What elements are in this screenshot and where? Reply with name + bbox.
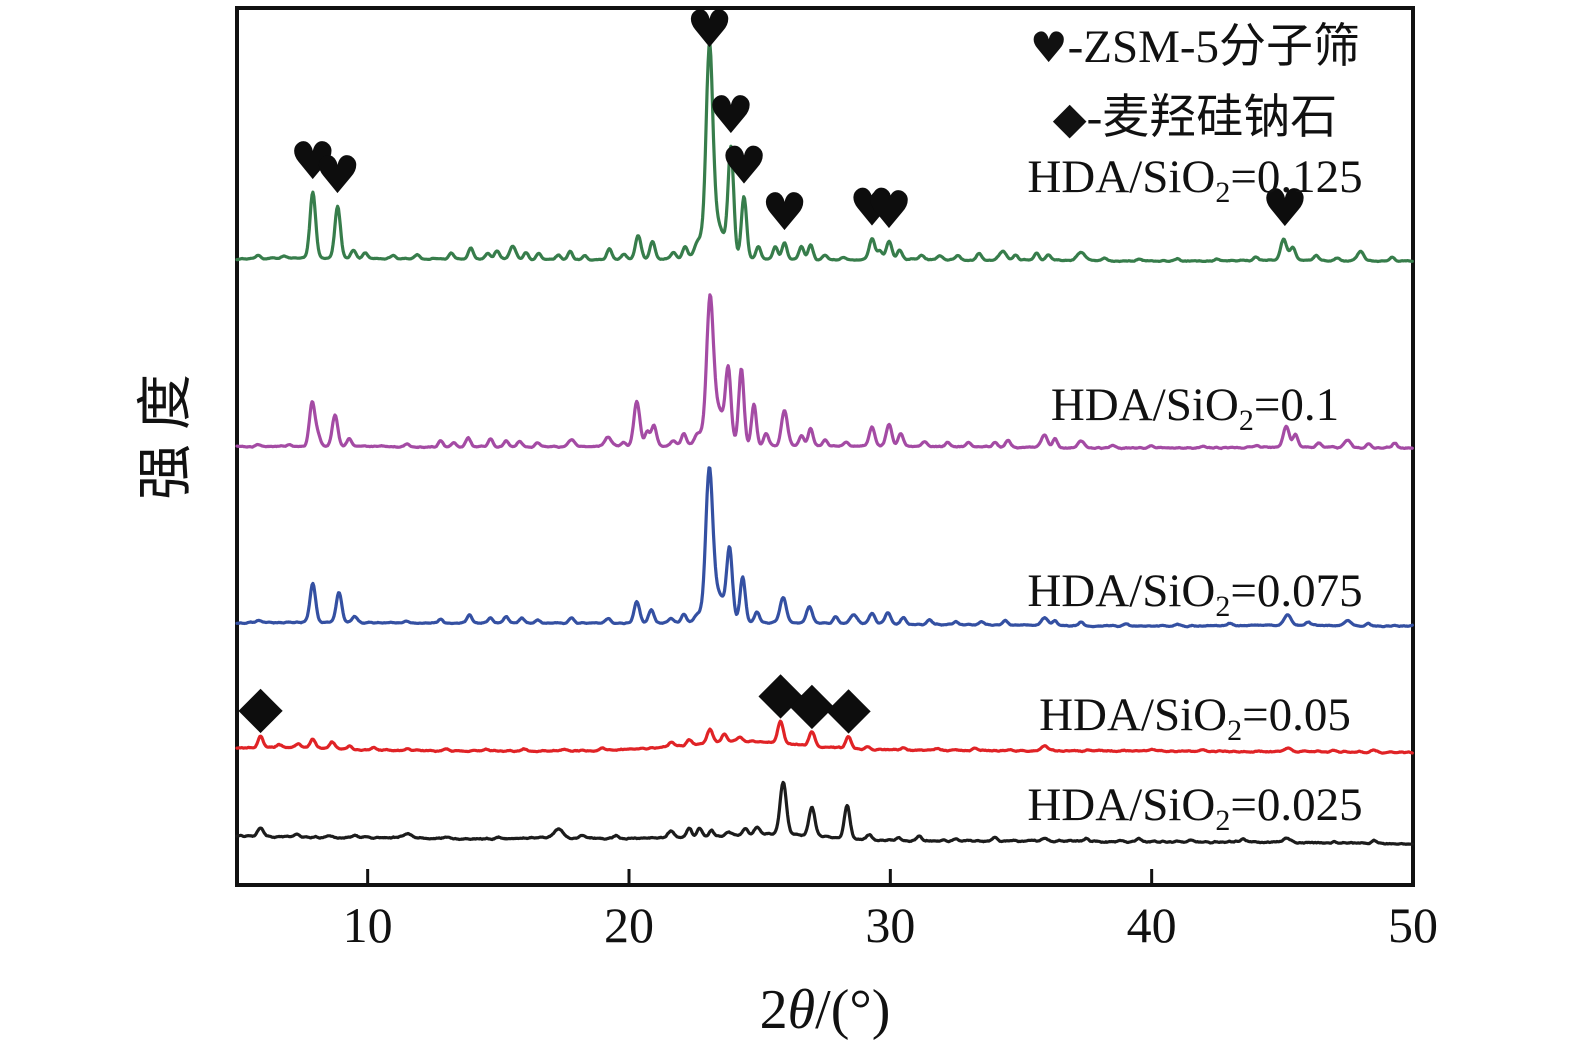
- diamond-marker-27: ◆: [790, 668, 835, 736]
- legend-item-zsm5: ♥-ZSM-5分子筛: [975, 12, 1415, 83]
- legend-item-magadiite: ◆-麦羟硅钠石: [975, 83, 1415, 154]
- heart-marker-25.95: ♥: [761, 183, 808, 243]
- series-label-value: =0.1: [1253, 379, 1340, 431]
- heart-marker-45.1: ♥: [1262, 179, 1309, 239]
- legend-label-magadiite: -麦羟硅钠石: [1086, 92, 1338, 144]
- trace-hda-sio2-0.05: [235, 719, 1414, 755]
- heart-marker-7.9: ♥: [289, 132, 336, 192]
- series-label-subscript: 2: [1215, 804, 1231, 837]
- x-tick-label-40: 40: [1126, 897, 1177, 953]
- series-label-prefix: HDA/SiO: [1050, 379, 1239, 431]
- series-label-subscript: 2: [1238, 404, 1254, 437]
- series-label-prefix: HDA/SiO: [1027, 565, 1216, 617]
- trace-hda-sio2-0.1: [235, 293, 1414, 451]
- legend: ♥-ZSM-5分子筛 ◆-麦羟硅钠石: [975, 12, 1415, 154]
- x-tick-label-50: 50: [1388, 897, 1438, 953]
- heart-marker-29.95: ♥: [866, 181, 913, 241]
- trace-hda-sio2-0.025: [235, 780, 1414, 846]
- series-label-prefix: HDA/SiO: [1039, 689, 1228, 741]
- x-tick-label-10: 10: [342, 897, 393, 953]
- y-axis-title: 强度: [135, 360, 198, 500]
- diamond-icon: ◆: [1052, 93, 1087, 144]
- series-label-0.125: HDA/SiO2=0.125: [975, 150, 1415, 210]
- trace-hda-sio2-0.125: [235, 42, 1414, 264]
- series-label-subscript: 2: [1215, 590, 1231, 623]
- series-label-value: =0.025: [1230, 779, 1363, 831]
- diamond-marker-5.9: ◆: [238, 672, 283, 740]
- x-axis-title-theta: θ: [787, 979, 816, 1041]
- trace-hda-sio2-0.075: [235, 466, 1414, 629]
- series-label-prefix: HDA/SiO: [1027, 151, 1216, 203]
- x-tick-label-20: 20: [604, 897, 654, 953]
- series-label-0.05: HDA/SiO2=0.05: [975, 688, 1415, 748]
- x-axis-title-unit: /(°): [815, 979, 891, 1041]
- heart-marker-8.85: ♥: [314, 146, 361, 206]
- heart-marker-23.9: ♥: [708, 86, 755, 146]
- heart-marker-24.4: ♥: [721, 136, 768, 196]
- diamond-marker-25.8: ◆: [758, 658, 803, 726]
- series-label-subscript: 2: [1227, 714, 1243, 747]
- x-axis-title-prefix: 2: [759, 979, 788, 1041]
- x-tick-label-30: 30: [865, 897, 916, 953]
- heart-marker-29.3: ♥: [849, 178, 896, 238]
- heart-marker-23.08: ♥: [686, 0, 733, 60]
- legend-label-zsm5: -ZSM-5分子筛: [1067, 21, 1361, 73]
- series-label-value: =0.075: [1230, 565, 1363, 617]
- series-label-value: =0.05: [1242, 689, 1351, 741]
- series-label-0.1: HDA/SiO2=0.1: [975, 378, 1415, 438]
- diamond-marker-28.4: ◆: [826, 672, 871, 740]
- series-label-0.075: HDA/SiO2=0.075: [975, 564, 1415, 624]
- series-label-subscript: 2: [1215, 176, 1231, 209]
- heart-icon: ♥: [1029, 23, 1068, 72]
- x-axis-title: 2θ/(°): [760, 978, 891, 1042]
- series-label-value: =0.125: [1230, 151, 1363, 203]
- series-label-prefix: HDA/SiO: [1027, 779, 1216, 831]
- series-label-0.025: HDA/SiO2=0.025: [975, 778, 1415, 838]
